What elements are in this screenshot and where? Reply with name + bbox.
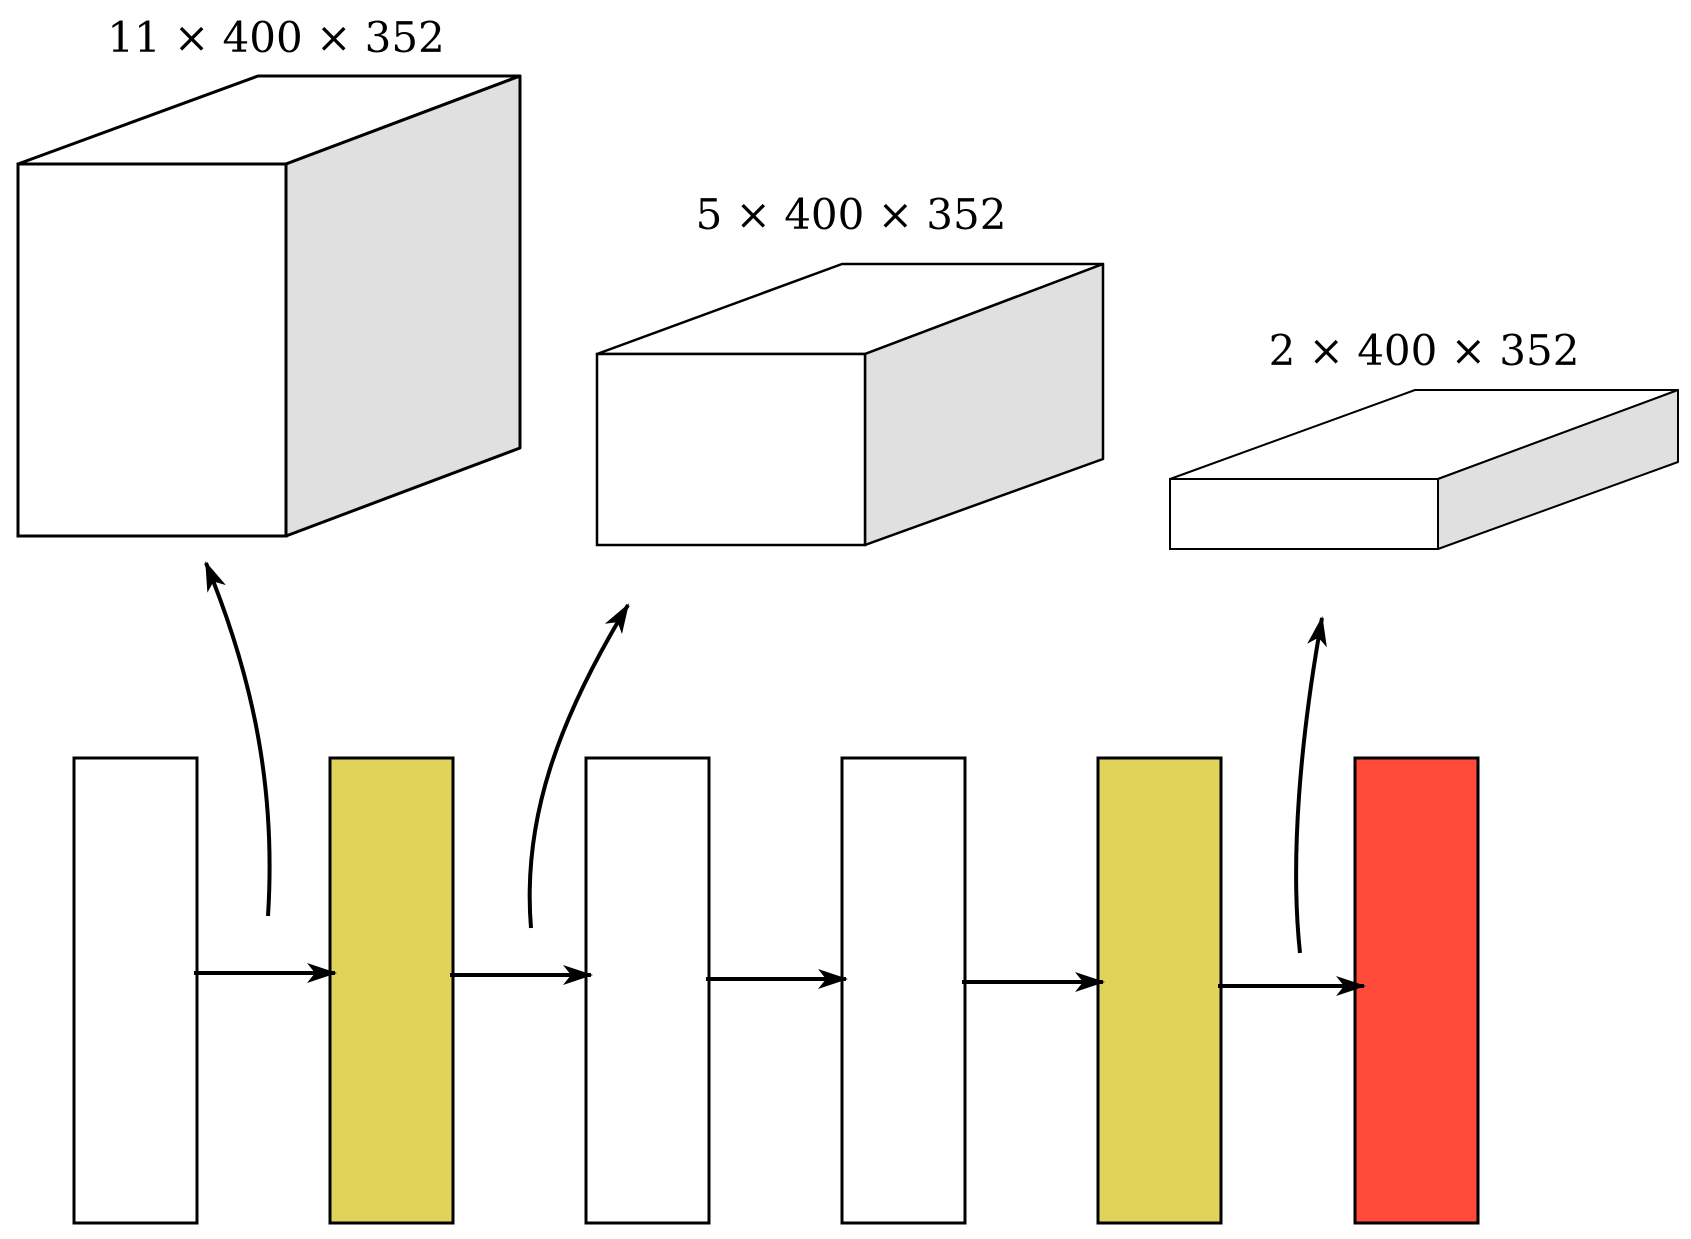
- tensor-block-1-label: 11 × 400 × 352: [107, 13, 445, 62]
- output-arrow-3: [1294, 616, 1327, 954]
- network-layers: [72, 756, 1480, 1225]
- tensor-block-2-front-face: [595, 352, 867, 547]
- layer-block-6: [1353, 756, 1480, 1225]
- tensor-block-1-front-face: [16, 162, 288, 538]
- layer-block-1: [72, 756, 199, 1225]
- layer-block-5: [1096, 756, 1223, 1225]
- tensor-block-3-front-face: [1169, 478, 1439, 550]
- tensor-block-3-label: 2 × 400 × 352: [1269, 326, 1580, 375]
- output-arrow-2: [527, 603, 630, 929]
- tensor-block-2-label: 5 × 400 × 352: [696, 190, 1007, 239]
- tensor-block-3: 2 × 400 × 352: [1169, 326, 1679, 550]
- tensor-block-1: 11 × 400 × 352: [16, 13, 522, 538]
- layer-block-3: [584, 756, 711, 1225]
- layer-block-4: [840, 756, 967, 1225]
- layer-block-2: [328, 756, 455, 1225]
- tensor-block-2: 5 × 400 × 352: [595, 190, 1105, 547]
- output-arrow-1: [204, 561, 272, 917]
